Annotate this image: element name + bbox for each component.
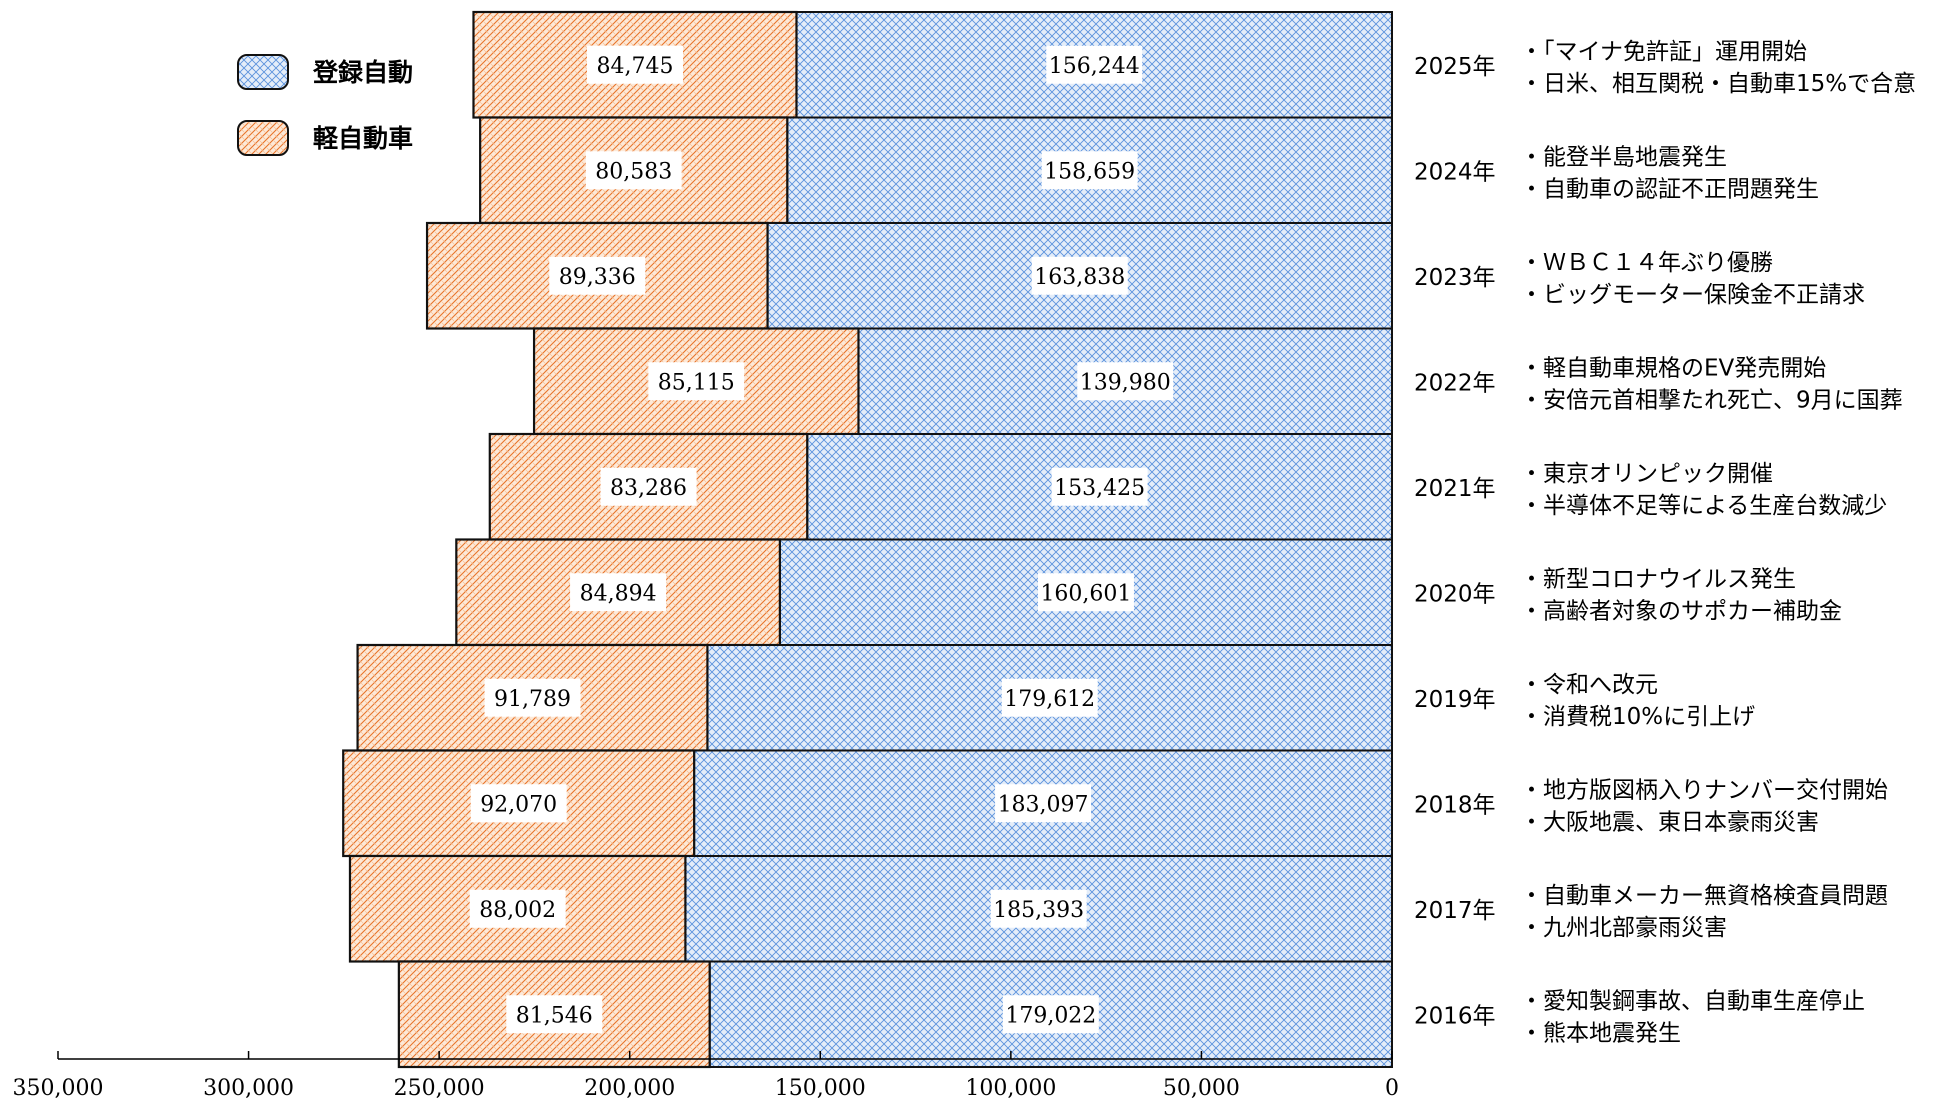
event-annotation-2019年-1: ・令和へ改元	[1520, 672, 1658, 698]
value-label-registered-2019年-bg	[1001, 678, 1098, 717]
legend-kei-label: 軽自動車	[313, 124, 413, 153]
x-tick-label-0: 350,000	[13, 1076, 104, 1101]
value-label-registered-2023年-bg	[1031, 256, 1128, 295]
bar-kei-2022年	[532, 327, 860, 436]
event-annotation-2018年-2: ・大阪地震、東日本豪雨災害	[1520, 809, 1819, 835]
value-label-kei-2021年: 83,286	[610, 476, 687, 501]
event-annotation-2022年-1: ・軽自動車規格のEV発売開始	[1520, 355, 1826, 381]
year-label-2017年: 2017年	[1414, 898, 1496, 924]
year-label-2025年: 2025年	[1414, 54, 1496, 80]
year-label-2016年: 2016年	[1414, 1003, 1496, 1029]
value-label-kei-2016年-bg	[506, 995, 603, 1034]
value-label-kei-2022年: 85,115	[658, 370, 735, 395]
value-label-kei-2018年: 92,070	[480, 792, 557, 817]
x-tick-label-2: 250,000	[394, 1076, 485, 1101]
value-label-kei-2016年: 81,546	[516, 1003, 593, 1028]
event-annotation-2016年-2: ・熊本地震発生	[1520, 1020, 1681, 1046]
event-annotation-2023年-2: ・ビッグモーター保険金不正請求	[1520, 282, 1865, 308]
event-annotation-2016年-1: ・愛知製鋼事故、自動車生産停止	[1520, 988, 1865, 1014]
value-label-registered-2022年: 139,980	[1080, 370, 1171, 395]
year-label-2020年: 2020年	[1414, 581, 1496, 607]
value-label-kei-2020年-bg	[570, 573, 667, 612]
x-axis: 350,000 300,000 250,000 200,000 150,000 100,0…	[13, 1051, 1399, 1101]
value-label-registered-2025年: 156,244	[1049, 54, 1140, 79]
value-label-registered-2021年-bg	[1051, 467, 1148, 506]
x-tick-label-4: 150,000	[775, 1076, 866, 1101]
event-annotation-2025年-2: ・日米、相互関税・自動車15%で合意	[1520, 71, 1916, 97]
value-label-kei-2024年-bg	[585, 151, 682, 190]
value-label-kei-2017年: 88,002	[479, 898, 556, 923]
legend-registered-label: 登録自動	[312, 58, 413, 87]
value-label-registered-2023年: 163,838	[1034, 265, 1125, 290]
value-label-registered-2016年-bg	[1002, 995, 1099, 1034]
event-annotation-2021年-2: ・半導体不足等による生産台数減少	[1520, 493, 1887, 519]
value-label-kei-2019年: 91,789	[494, 687, 571, 712]
event-annotation-2018年-1: ・地方版図柄入りナンバー交付開始	[1520, 777, 1888, 803]
value-label-kei-2025年: 84,745	[596, 54, 673, 79]
value-label-kei-2024年: 80,583	[595, 159, 672, 184]
x-tick-label-7: 0	[1385, 1076, 1399, 1101]
event-annotation-2022年-2: ・安倍元首相撃たれ死亡、9月に国葬	[1520, 387, 1903, 413]
value-label-registered-2020年-bg	[1037, 573, 1134, 612]
x-tick-label-3: 200,000	[584, 1076, 675, 1101]
year-label-2021年: 2021年	[1414, 476, 1496, 502]
event-annotation-2023年-1: ・ＷＢＣ１４年ぶり優勝	[1520, 250, 1773, 276]
value-label-kei-2023年-bg	[549, 256, 646, 295]
value-label-kei-2018年-bg	[470, 784, 567, 823]
legend-kei-swatch	[237, 120, 289, 156]
year-label-2022年: 2022年	[1414, 370, 1496, 396]
bar-kei-2019年	[356, 643, 709, 752]
value-label-registered-2020年: 160,601	[1040, 581, 1131, 606]
year-label-2023年: 2023年	[1414, 265, 1496, 291]
value-label-registered-2024年: 158,659	[1044, 159, 1135, 184]
event-annotation-2020年-2: ・高齢者対象のサポカー補助金	[1520, 598, 1842, 624]
value-label-registered-2024年-bg	[1041, 151, 1138, 190]
event-annotation-2024年-2: ・自動車の認証不正問題発生	[1520, 176, 1819, 202]
year-label-2019年: 2019年	[1414, 687, 1496, 713]
value-label-registered-2018年-bg	[995, 784, 1092, 823]
x-tick-label-1: 300,000	[203, 1076, 294, 1101]
event-annotation-2017年-2: ・九州北部豪雨災害	[1520, 915, 1727, 941]
value-label-registered-2025年-bg	[1046, 45, 1143, 84]
event-annotation-2019年-2: ・消費税10%に引上げ	[1520, 704, 1755, 730]
value-label-kei-2025年-bg	[586, 45, 683, 84]
year-label-2024年: 2024年	[1414, 159, 1496, 185]
year-label-2018年: 2018年	[1414, 792, 1496, 818]
value-label-kei-2023年: 89,336	[559, 265, 636, 290]
legend-registered-swatch	[237, 54, 289, 90]
event-annotation-2024年-1: ・能登半島地震発生	[1520, 144, 1727, 170]
value-label-registered-2018年: 183,097	[998, 792, 1089, 817]
value-label-registered-2016年: 179,022	[1005, 1003, 1096, 1028]
value-label-registered-2017年: 185,393	[993, 898, 1084, 923]
value-label-kei-2019年-bg	[484, 678, 581, 717]
value-label-registered-2019年: 179,612	[1004, 687, 1095, 712]
value-label-registered-2017年-bg	[990, 889, 1087, 928]
value-label-kei-2020年: 84,894	[580, 581, 657, 606]
event-annotation-2021年-1: ・東京オリンピック開催	[1520, 461, 1773, 487]
value-label-registered-2022年-bg	[1077, 362, 1174, 401]
value-label-registered-2021年: 153,425	[1054, 476, 1145, 501]
x-tick-label-5: 100,000	[965, 1076, 1056, 1101]
value-label-kei-2021年-bg	[600, 467, 697, 506]
value-label-kei-2022年-bg	[648, 362, 745, 401]
event-annotation-2020年-1: ・新型コロナウイルス発生	[1520, 566, 1796, 592]
labels-group: 156,244 84,745 2025年・「マイナ免許証」運用開始・日米、相互関税・…	[469, 39, 1916, 1046]
event-annotation-2017年-1: ・自動車メーカー無資格検査員問題	[1520, 883, 1888, 909]
value-label-kei-2017年-bg	[469, 889, 566, 928]
event-annotation-2025年-1: ・「マイナ免許証」運用開始	[1520, 39, 1807, 65]
x-tick-label-6: 50,000	[1163, 1076, 1240, 1101]
